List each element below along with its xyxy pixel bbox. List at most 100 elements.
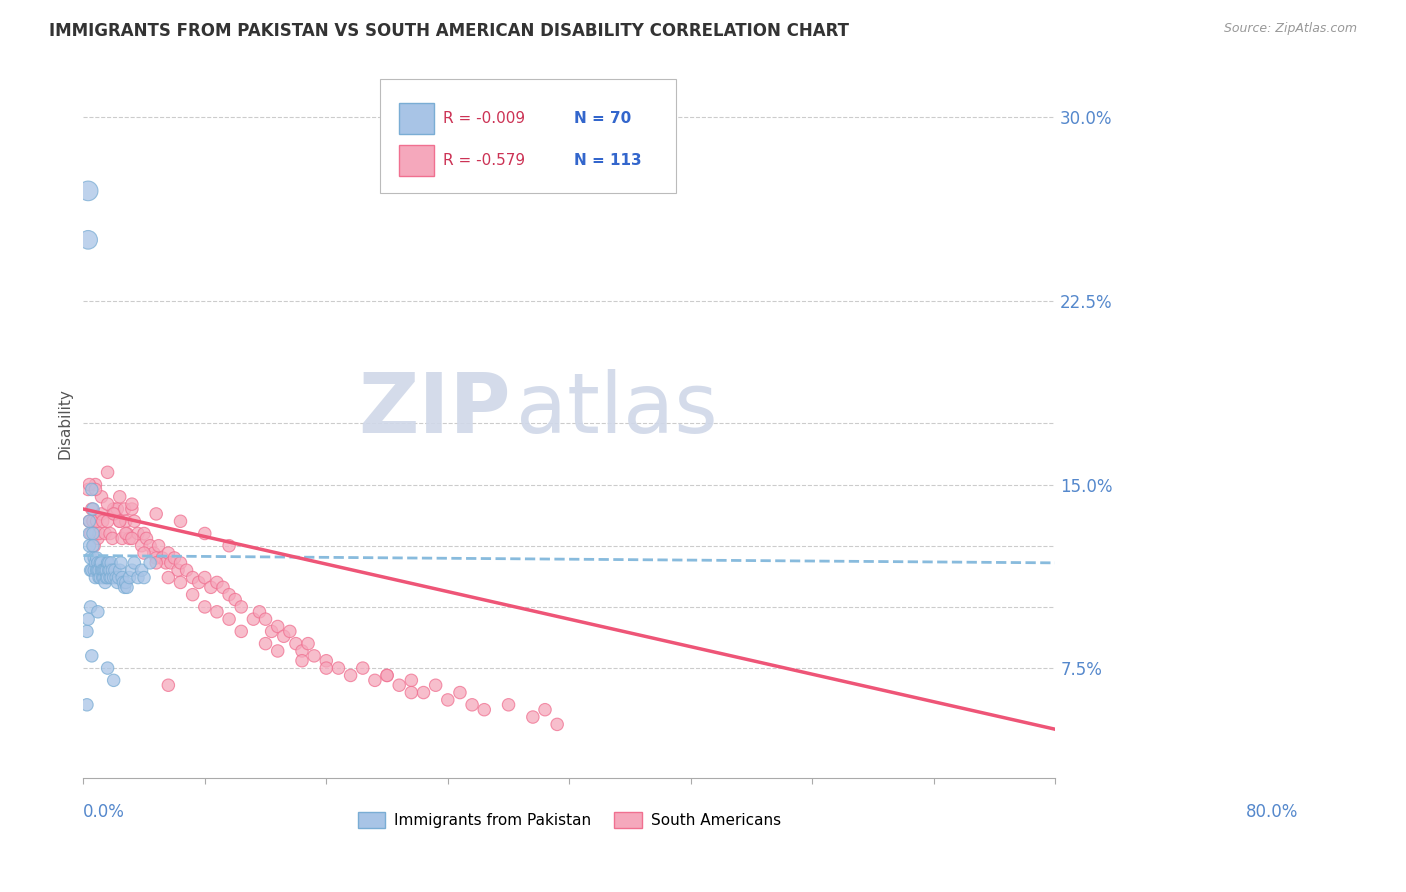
Point xyxy=(254,612,277,626)
Point xyxy=(90,507,112,521)
Point xyxy=(82,502,104,516)
Point xyxy=(254,637,277,651)
Point xyxy=(83,539,105,553)
Point xyxy=(132,570,155,584)
Point xyxy=(139,556,162,570)
Point xyxy=(461,698,484,712)
Point xyxy=(218,612,240,626)
Point xyxy=(115,526,138,541)
Point xyxy=(79,514,101,528)
Point xyxy=(100,570,122,584)
Point xyxy=(167,563,190,577)
Point xyxy=(291,654,314,668)
Point xyxy=(169,556,191,570)
Point xyxy=(111,570,134,584)
Point xyxy=(87,563,110,577)
Point xyxy=(260,624,283,639)
Point xyxy=(80,648,103,663)
Point xyxy=(83,563,105,577)
Point xyxy=(534,703,557,717)
Point xyxy=(118,532,141,546)
Point xyxy=(139,539,162,553)
Point xyxy=(291,644,314,658)
Point xyxy=(121,563,143,577)
Point xyxy=(242,612,264,626)
Point xyxy=(93,570,115,584)
Point xyxy=(114,526,136,541)
FancyBboxPatch shape xyxy=(399,103,434,134)
Point xyxy=(79,599,101,614)
Text: 80.0%: 80.0% xyxy=(1246,803,1298,821)
Point xyxy=(84,477,107,491)
Point xyxy=(375,668,398,682)
Point xyxy=(80,563,103,577)
Point xyxy=(121,497,143,511)
Point xyxy=(114,580,136,594)
Point xyxy=(267,644,290,658)
Point xyxy=(218,539,240,553)
Point xyxy=(135,532,157,546)
Point xyxy=(86,551,108,566)
Text: N = 70: N = 70 xyxy=(574,111,631,126)
Point xyxy=(105,502,128,516)
Text: ZIP: ZIP xyxy=(359,368,510,450)
Point xyxy=(101,532,124,546)
Point xyxy=(103,502,125,516)
Point xyxy=(86,563,108,577)
Point xyxy=(89,556,111,570)
Text: 0.0%: 0.0% xyxy=(83,803,125,821)
Point xyxy=(145,551,167,566)
Point xyxy=(94,526,117,541)
Point xyxy=(127,526,149,541)
Point xyxy=(108,563,131,577)
Point xyxy=(302,648,325,663)
Text: IMMIGRANTS FROM PAKISTAN VS SOUTH AMERICAN DISABILITY CORRELATION CHART: IMMIGRANTS FROM PAKISTAN VS SOUTH AMERIC… xyxy=(49,22,849,40)
Point xyxy=(94,563,117,577)
Point xyxy=(181,570,204,584)
Point xyxy=(82,514,104,528)
Point xyxy=(77,483,100,497)
Point xyxy=(97,466,120,480)
Point xyxy=(284,637,307,651)
Point xyxy=(114,502,136,516)
Point xyxy=(105,570,128,584)
Point xyxy=(103,673,125,688)
Point xyxy=(131,563,153,577)
Point xyxy=(97,514,120,528)
Point xyxy=(401,685,423,699)
Point xyxy=(108,490,131,504)
Point xyxy=(112,575,135,590)
Point xyxy=(100,556,122,570)
Point xyxy=(87,563,110,577)
Point xyxy=(105,575,128,590)
Point xyxy=(339,668,361,682)
Point xyxy=(89,570,111,584)
Point xyxy=(297,637,319,651)
Point xyxy=(132,546,155,560)
Point xyxy=(267,619,290,633)
Point xyxy=(97,556,120,570)
Point xyxy=(98,563,121,577)
Point xyxy=(124,514,146,528)
Point xyxy=(181,588,204,602)
Point xyxy=(77,233,100,247)
Point xyxy=(84,526,107,541)
Point xyxy=(97,570,120,584)
Point xyxy=(80,483,103,497)
Point xyxy=(231,599,253,614)
Point xyxy=(449,685,471,699)
Point xyxy=(103,570,125,584)
Point xyxy=(159,556,181,570)
Point xyxy=(315,661,337,675)
Point xyxy=(425,678,447,692)
Point xyxy=(83,551,105,566)
Point xyxy=(145,507,167,521)
Point xyxy=(107,570,129,584)
Point xyxy=(388,678,411,692)
Point xyxy=(150,551,173,566)
Legend: Immigrants from Pakistan, South Americans: Immigrants from Pakistan, South American… xyxy=(352,806,787,834)
Text: R = -0.009: R = -0.009 xyxy=(443,111,524,126)
Point xyxy=(77,184,100,198)
Point xyxy=(77,612,100,626)
Point xyxy=(124,556,146,570)
